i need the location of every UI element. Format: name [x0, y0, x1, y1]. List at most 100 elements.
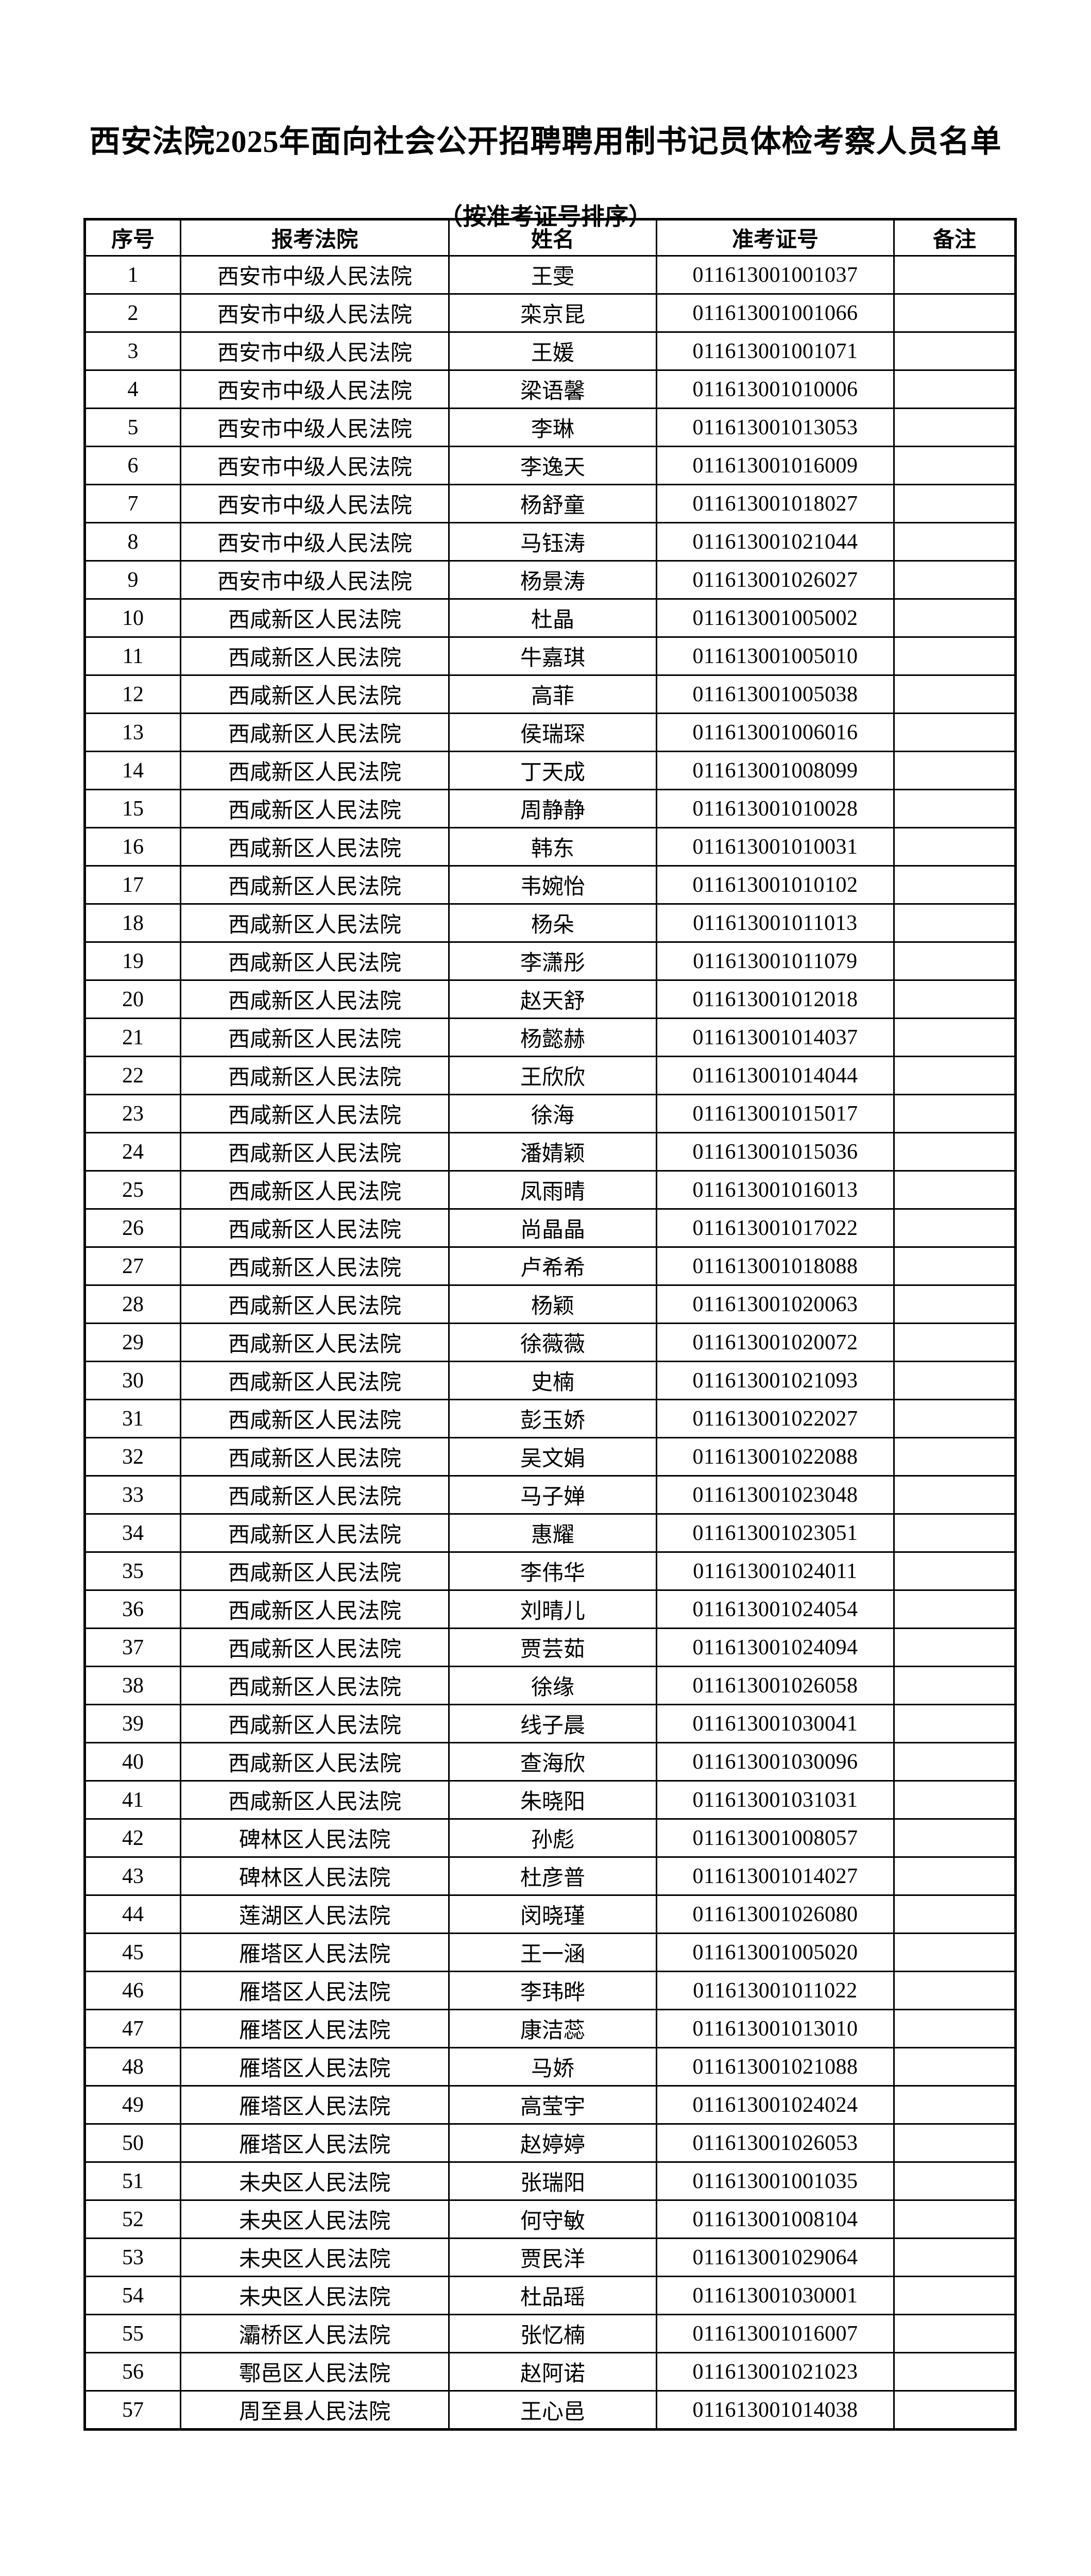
table-row: 39 西咸新区人民法院 线子晨 011613001030041 — [84, 1704, 1016, 1743]
cell-name: 朱晓阳 — [448, 1780, 657, 1820]
cell-court: 西安市中级人民法院 — [180, 293, 450, 333]
cell-ticket: 011613001005002 — [656, 598, 895, 638]
cell-court: 西咸新区人民法院 — [180, 1513, 450, 1553]
table-row: 30 西咸新区人民法院 史楠 011613001021093 — [84, 1361, 1016, 1400]
cell-no: 44 — [84, 1894, 181, 1934]
cell-ticket: 011613001020072 — [656, 1323, 895, 1362]
cell-no: 42 — [84, 1818, 181, 1858]
cell-court: 西咸新区人民法院 — [180, 789, 450, 828]
cell-remark — [893, 1933, 1016, 1972]
cell-ticket: 011613001010006 — [656, 369, 895, 409]
cell-name: 张忆楠 — [448, 2314, 657, 2353]
cell-court: 西咸新区人民法院 — [180, 1284, 450, 1324]
cell-name: 杨懿赫 — [448, 1018, 657, 1057]
cell-name: 孙彪 — [448, 1818, 657, 1858]
cell-name: 赵婷婷 — [448, 2123, 657, 2163]
cell-court: 西咸新区人民法院 — [180, 1780, 450, 1820]
cell-name: 徐缘 — [448, 1666, 657, 1705]
cell-no: 20 — [84, 979, 181, 1019]
cell-no: 56 — [84, 2352, 181, 2392]
cell-remark — [893, 1856, 1016, 1896]
cell-remark — [893, 2161, 1016, 2201]
table-row: 29 西咸新区人民法院 徐薇薇 011613001020072 — [84, 1323, 1016, 1362]
cell-ticket: 011613001030096 — [656, 1742, 895, 1782]
cell-remark — [893, 1551, 1016, 1591]
table-row: 57 周至县人民法院 王心邑 011613001014038 — [84, 2390, 1016, 2430]
cell-remark — [893, 827, 1016, 867]
cell-court: 灞桥区人民法院 — [180, 2314, 450, 2353]
cell-ticket: 011613001001035 — [656, 2161, 895, 2201]
cell-no: 38 — [84, 1666, 181, 1705]
cell-court: 西咸新区人民法院 — [180, 598, 450, 638]
cell-no: 5 — [84, 408, 181, 447]
cell-no: 8 — [84, 522, 181, 562]
table-row: 7 西安市中级人民法院 杨舒童 011613001018027 — [84, 484, 1016, 523]
cell-name: 侯瑞琛 — [448, 713, 657, 752]
cell-ticket: 011613001005010 — [656, 636, 895, 676]
cell-no: 35 — [84, 1551, 181, 1591]
cell-ticket: 011613001005020 — [656, 1933, 895, 1972]
table-row: 8 西安市中级人民法院 马钰涛 011613001021044 — [84, 522, 1016, 562]
table-row: 14 西咸新区人民法院 丁天成 011613001008099 — [84, 751, 1016, 790]
cell-remark — [893, 1094, 1016, 1133]
cell-remark — [893, 369, 1016, 409]
table-row: 15 西咸新区人民法院 周静静 011613001010028 — [84, 789, 1016, 828]
cell-name: 韩东 — [448, 827, 657, 867]
cell-no: 46 — [84, 1971, 181, 2010]
cell-remark — [893, 941, 1016, 981]
cell-ticket: 011613001011022 — [656, 1971, 895, 2010]
cell-name: 刘晴儿 — [448, 1589, 657, 1629]
cell-name: 尚晶晶 — [448, 1208, 657, 1248]
cell-name: 杜品瑶 — [448, 2276, 657, 2315]
cell-ticket: 011613001020063 — [656, 1284, 895, 1324]
cell-name: 闵晓瑾 — [448, 1894, 657, 1934]
cell-remark — [893, 1399, 1016, 1438]
cell-name: 线子晨 — [448, 1704, 657, 1743]
cell-remark — [893, 255, 1016, 295]
cell-court: 碑林区人民法院 — [180, 1818, 450, 1858]
cell-no: 49 — [84, 2085, 181, 2125]
table-row: 3 西安市中级人民法院 王媛 011613001001071 — [84, 331, 1016, 371]
cell-name: 高菲 — [448, 674, 657, 714]
cell-remark — [893, 751, 1016, 790]
cell-remark — [893, 865, 1016, 905]
cell-court: 莲湖区人民法院 — [180, 1894, 450, 1934]
cell-ticket: 011613001014027 — [656, 1856, 895, 1896]
cell-no: 14 — [84, 751, 181, 790]
cell-court: 西咸新区人民法院 — [180, 713, 450, 752]
cell-ticket: 011613001011079 — [656, 941, 895, 981]
cell-name: 周静静 — [448, 789, 657, 828]
cell-ticket: 011613001026058 — [656, 1666, 895, 1705]
cell-name: 李潇彤 — [448, 941, 657, 981]
cell-remark — [893, 484, 1016, 523]
cell-remark — [893, 789, 1016, 828]
cell-no: 51 — [84, 2161, 181, 2201]
cell-ticket: 011613001021023 — [656, 2352, 895, 2392]
cell-court: 周至县人民法院 — [180, 2390, 450, 2430]
cell-remark — [893, 2085, 1016, 2125]
cell-no: 30 — [84, 1361, 181, 1400]
cell-remark — [893, 1742, 1016, 1782]
cell-remark — [893, 446, 1016, 485]
cell-no: 10 — [84, 598, 181, 638]
cell-name: 马钰涛 — [448, 522, 657, 562]
cell-ticket: 011613001021093 — [656, 1361, 895, 1400]
cell-remark — [893, 560, 1016, 600]
table-row: 4 西安市中级人民法院 梁语馨 011613001010006 — [84, 369, 1016, 409]
cell-no: 7 — [84, 484, 181, 523]
cell-ticket: 011613001005038 — [656, 674, 895, 714]
cell-name: 丁天成 — [448, 751, 657, 790]
table-row: 45 雁塔区人民法院 王一涵 011613001005020 — [84, 1933, 1016, 1972]
cell-no: 12 — [84, 674, 181, 714]
cell-court: 雁塔区人民法院 — [180, 2009, 450, 2048]
cell-ticket: 011613001013053 — [656, 408, 895, 447]
cell-no: 29 — [84, 1323, 181, 1362]
cell-name: 王媛 — [448, 331, 657, 371]
cell-court: 西咸新区人民法院 — [180, 1246, 450, 1286]
cell-name: 赵天舒 — [448, 979, 657, 1019]
cell-no: 11 — [84, 636, 181, 676]
cell-court: 西咸新区人民法院 — [180, 1018, 450, 1057]
cell-no: 40 — [84, 1742, 181, 1782]
cell-court: 西咸新区人民法院 — [180, 903, 450, 943]
cell-no: 41 — [84, 1780, 181, 1820]
